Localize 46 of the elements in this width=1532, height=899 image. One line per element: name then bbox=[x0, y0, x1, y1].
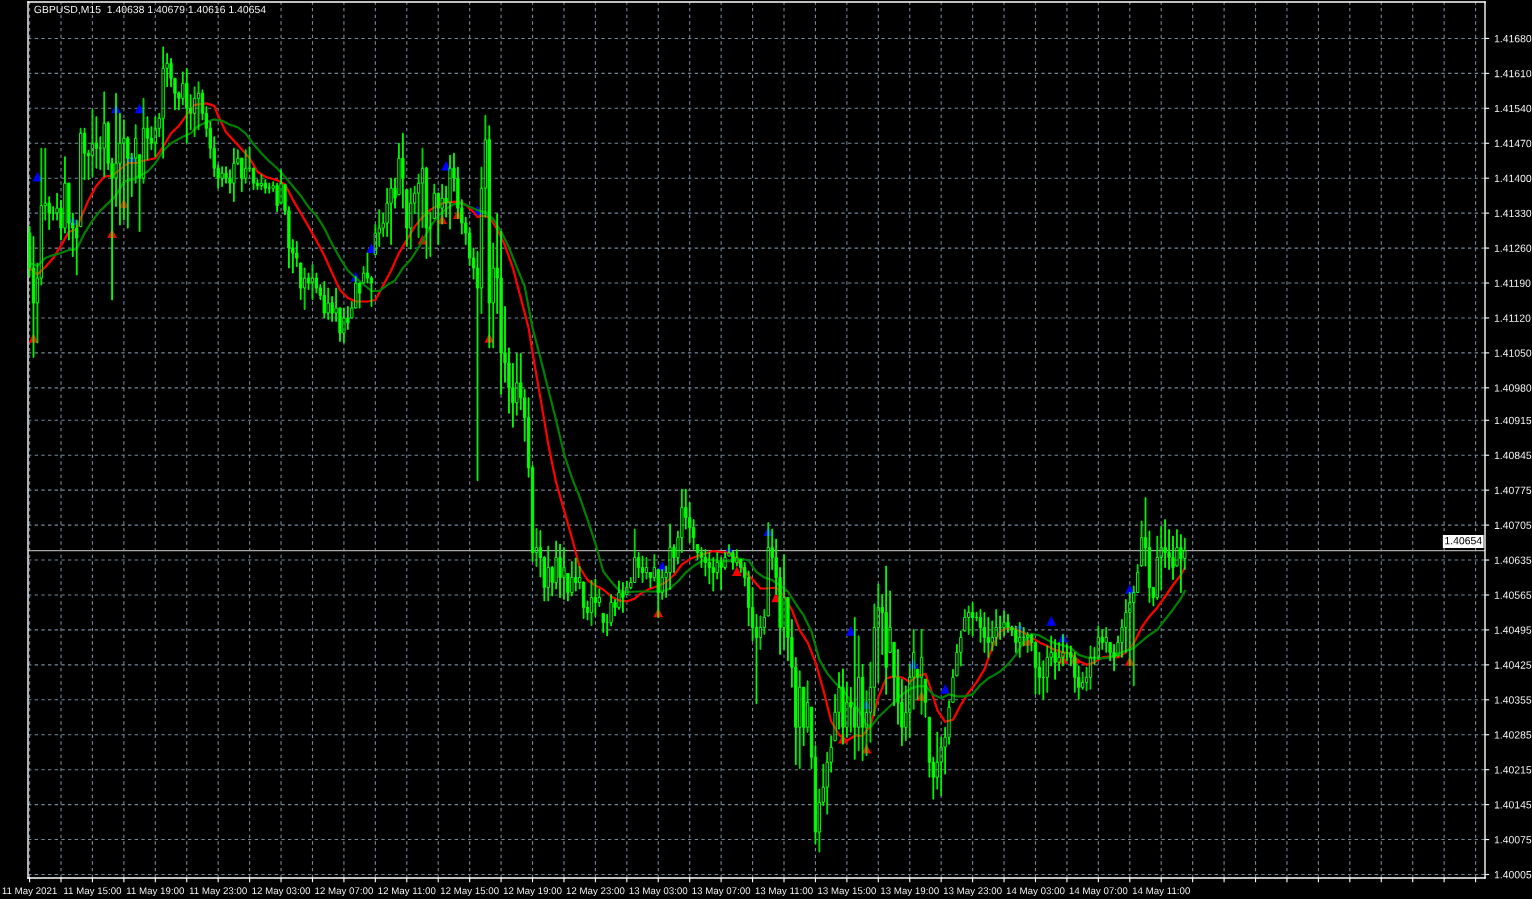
ref-line-label: 1.40654 bbox=[1445, 536, 1482, 545]
y-tick-label: 1.40285 bbox=[1494, 731, 1532, 739]
y-tick-label: 1.40145 bbox=[1494, 801, 1532, 809]
y-tick-label: 1.41400 bbox=[1494, 174, 1532, 183]
y-tick-label: 1.40565 bbox=[1494, 591, 1532, 599]
y-tick-label: 1.41260 bbox=[1494, 244, 1532, 252]
x-tick-label: 12 May 03:00 bbox=[252, 887, 311, 897]
x-tick-label: 11 May 15:00 bbox=[64, 887, 122, 897]
x-tick-label: 14 May 07:00 bbox=[1069, 887, 1128, 897]
y-tick-label: 1.40075 bbox=[1494, 836, 1532, 844]
y-tick-label: 1.40915 bbox=[1494, 416, 1532, 425]
y-tick-label: 1.41540 bbox=[1494, 104, 1532, 113]
y-tick-label: 1.41470 bbox=[1494, 139, 1532, 148]
x-tick-label: 13 May 19:00 bbox=[881, 887, 939, 897]
x-tick-label: 13 May 03:00 bbox=[629, 887, 688, 897]
x-tick-label: 12 May 15:00 bbox=[440, 887, 499, 897]
x-tick-label: 13 May 23:00 bbox=[943, 887, 1002, 897]
x-tick-label: 14 May 03:00 bbox=[1006, 887, 1065, 897]
y-tick-label: 1.41120 bbox=[1494, 314, 1531, 322]
chart-title: GBPUSD,M15 1.40638 1.40679 1.40616 1.40654 bbox=[34, 5, 266, 15]
y-tick-label: 1.40005 bbox=[1494, 871, 1532, 879]
x-tick-label: 13 May 07:00 bbox=[692, 887, 751, 897]
y-tick-label: 1.40635 bbox=[1494, 556, 1532, 564]
y-tick-label: 1.40215 bbox=[1494, 766, 1532, 774]
y-tick-label: 1.41050 bbox=[1494, 349, 1532, 357]
y-tick-label: 1.40355 bbox=[1494, 696, 1532, 704]
x-tick-label: 11 May 23:00 bbox=[189, 887, 247, 897]
y-tick-label: 1.40775 bbox=[1494, 486, 1532, 495]
y-tick-label: 1.41330 bbox=[1494, 209, 1532, 218]
y-tick-label: 1.40495 bbox=[1494, 626, 1532, 634]
x-tick-label: 14 May 11:00 bbox=[1132, 887, 1190, 897]
y-tick-label: 1.41190 bbox=[1494, 279, 1531, 287]
x-tick-label: 12 May 11:00 bbox=[378, 887, 436, 897]
y-tick-label: 1.40980 bbox=[1494, 384, 1532, 392]
x-tick-label: 11 May 2021 bbox=[2, 887, 57, 897]
x-tick-label: 13 May 15:00 bbox=[818, 887, 876, 897]
x-tick-label: 13 May 11:00 bbox=[755, 887, 813, 897]
y-tick-label: 1.41610 bbox=[1494, 69, 1532, 78]
x-tick-label: 12 May 07:00 bbox=[315, 887, 373, 897]
x-tick-label: 11 May 19:00 bbox=[126, 887, 185, 897]
x-tick-label: 12 May 23:00 bbox=[566, 887, 625, 897]
y-tick-label: 1.40705 bbox=[1494, 521, 1532, 529]
y-tick-label: 1.40845 bbox=[1494, 451, 1532, 460]
y-tick-label: 1.41680 bbox=[1494, 34, 1532, 43]
y-tick-label: 1.40425 bbox=[1494, 661, 1532, 669]
x-tick-label: 12 May 19:00 bbox=[503, 887, 562, 897]
